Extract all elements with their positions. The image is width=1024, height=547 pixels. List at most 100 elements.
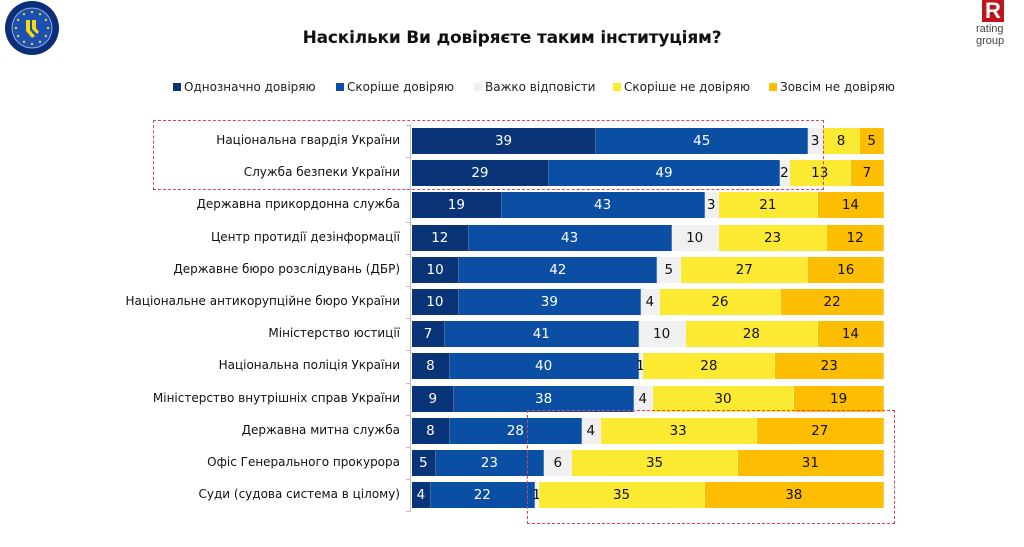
bar-segment: 10 — [412, 289, 459, 315]
y-axis-tick — [406, 447, 410, 448]
data-label: 38 — [535, 390, 553, 407]
legend-swatch — [769, 83, 777, 91]
legend-swatch — [474, 83, 482, 91]
bar-segment: 16 — [808, 256, 884, 283]
legend-label: Важко відповісти — [485, 80, 596, 94]
data-label: 43 — [561, 229, 579, 246]
y-axis-tick — [406, 511, 410, 513]
rating-r-logo-icon: R — [982, 0, 1004, 22]
bar-segment: 27 — [681, 256, 809, 283]
category-label: Центр протидії дезінформації — [210, 229, 400, 244]
category-label: Національна поліція України — [218, 358, 400, 373]
logo-line-group: group — [976, 35, 1005, 47]
bar-segment: 26 — [659, 289, 782, 315]
data-label: 7 — [423, 326, 433, 343]
data-label: 38 — [785, 487, 803, 504]
bar-segment: 5 — [860, 128, 884, 154]
legend-label: Скоріше не довіряю — [624, 80, 751, 94]
bar-segment: 38 — [454, 385, 634, 412]
bar-segment: 43 — [468, 224, 672, 251]
emblem-star — [16, 18, 20, 22]
data-label: 1 — [532, 487, 541, 504]
data-label: 19 — [447, 197, 465, 214]
data-label: 10 — [686, 229, 704, 246]
y-axis-tick — [406, 350, 410, 352]
data-label: 14 — [841, 326, 860, 343]
bar-segment: 22 — [430, 482, 535, 509]
legend-item: Однозначно довіряю — [173, 80, 316, 94]
data-label: 4 — [416, 487, 426, 504]
bar-segment: 33 — [600, 417, 757, 444]
data-label: 14 — [841, 197, 860, 214]
data-label: 21 — [759, 197, 777, 214]
category-label: Державна прикордонна служба — [196, 197, 400, 212]
data-label: 12 — [431, 229, 449, 246]
bar-segment: 13 — [789, 160, 851, 187]
bar-segment: 40 — [449, 353, 639, 380]
bar-segment: 8 — [822, 128, 861, 154]
bar-segment: 8 — [412, 417, 450, 444]
bar-segment: 41 — [445, 321, 639, 348]
emblem-star — [38, 12, 42, 16]
data-label: 22 — [473, 487, 491, 504]
legend-item: Зовсім не довіряю — [769, 80, 895, 94]
y-axis-tick — [406, 286, 410, 287]
data-label: 4 — [645, 294, 655, 310]
bar-segment: 6 — [544, 450, 573, 476]
emblem-star — [44, 18, 48, 22]
bar-segment: 8 — [412, 353, 450, 380]
emblem-star — [22, 12, 26, 16]
emblem-star — [30, 42, 34, 46]
data-label: 45 — [693, 133, 711, 149]
bar-segment: 23 — [775, 353, 884, 380]
data-label: 10 — [426, 261, 444, 278]
bar-segment: 5 — [657, 256, 682, 283]
bar-segment: 5 — [412, 450, 436, 476]
legend-label: Зовсім не довіряю — [780, 80, 895, 94]
bar-segment: 45 — [596, 128, 809, 154]
legend-item: Скоріше довіряю — [336, 80, 454, 94]
bar-segment: 38 — [704, 482, 884, 509]
eu-unity-emblem-icon — [5, 1, 59, 55]
y-axis-tick — [406, 125, 410, 126]
bar-segment: 2 — [780, 160, 790, 187]
data-label: 8 — [426, 422, 435, 439]
data-label: 3 — [810, 133, 820, 149]
data-label: 22 — [823, 294, 841, 310]
bar-segment: 49 — [548, 160, 781, 187]
category-label: Суди (судова система в цілому) — [198, 487, 400, 502]
y-axis-tick — [406, 318, 410, 320]
bar-segment: 1 — [636, 353, 645, 380]
bar-segment: 1 — [532, 482, 541, 509]
data-label: 5 — [419, 455, 428, 471]
eu-for-ukraine-logo — [4, 0, 60, 56]
bar-segment: 35 — [572, 450, 738, 476]
legend-item: Важко відповісти — [474, 80, 595, 94]
bar-segment: 4 — [412, 482, 431, 509]
data-label: 19 — [830, 390, 848, 407]
category-label: Національне антикорупційне бюро України — [125, 294, 400, 308]
data-label: 28 — [506, 422, 524, 439]
data-label: 43 — [594, 197, 612, 214]
bar-segment: 39 — [458, 289, 641, 315]
emblem-star — [46, 26, 50, 30]
data-label: 8 — [426, 358, 435, 375]
data-label: 5 — [664, 261, 674, 278]
bar-segment: 10 — [412, 256, 460, 283]
y-axis-tick — [406, 157, 410, 159]
data-label: 30 — [714, 390, 732, 407]
data-label: 3 — [706, 197, 716, 214]
bar-segment: 14 — [817, 321, 884, 348]
y-axis-tick — [406, 221, 410, 223]
emblem-star — [44, 34, 48, 38]
bar-segment: 39 — [412, 128, 597, 154]
bar-segment: 3 — [704, 192, 719, 219]
bar-segment: 23 — [718, 224, 828, 251]
bar-segment: 4 — [640, 289, 660, 315]
data-label: 49 — [655, 165, 673, 182]
data-label: 12 — [846, 229, 864, 246]
data-label: 35 — [645, 455, 664, 471]
y-axis-tick — [406, 479, 410, 481]
bar-segment: 29 — [412, 160, 549, 187]
emblem-star — [22, 40, 26, 44]
